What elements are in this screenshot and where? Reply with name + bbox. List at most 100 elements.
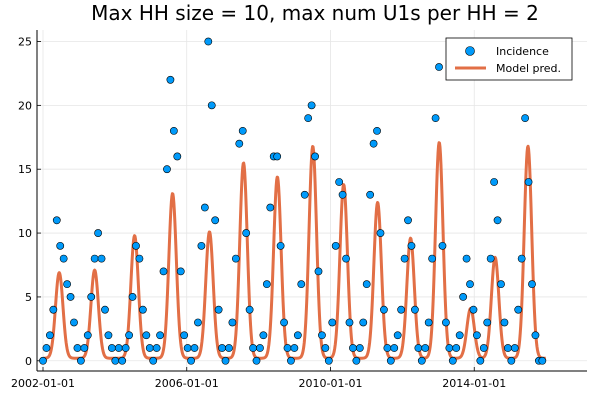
- incidence-point: [476, 356, 485, 365]
- incidence-point: [287, 356, 295, 365]
- incidence-point: [345, 318, 354, 327]
- incidence-point: [221, 356, 230, 365]
- incidence-point: [473, 331, 481, 340]
- incidence-point: [194, 318, 202, 327]
- incidence-point: [369, 139, 378, 148]
- incidence-point: [197, 241, 206, 250]
- incidence-point: [235, 139, 244, 148]
- incidence-point: [362, 280, 371, 289]
- incidence-point: [424, 318, 433, 327]
- legend-incidence-label: Incidence: [496, 45, 549, 58]
- incidence-point: [76, 356, 85, 365]
- incidence-point: [118, 356, 127, 365]
- incidence-point: [442, 318, 450, 327]
- x-tick-label: 2002-01-01: [11, 377, 75, 390]
- incidence-point: [256, 344, 264, 352]
- incidence-point: [138, 305, 147, 314]
- incidence-point: [524, 178, 533, 186]
- incidence-point: [469, 305, 478, 314]
- incidence-point: [414, 344, 423, 352]
- incidence-point: [390, 344, 399, 352]
- incidence-point: [97, 254, 106, 263]
- incidence-point: [262, 280, 271, 289]
- incidence-point: [211, 216, 220, 225]
- tick-labels: 0 5 10 15 20 25 2002-01-01 2006-01-01 2010-01-01…: [11, 35, 506, 390]
- incidence-point: [128, 293, 137, 301]
- incidence-point: [293, 331, 302, 340]
- incidence-point: [445, 344, 454, 352]
- incidence-point: [107, 344, 116, 352]
- incidence-point: [183, 344, 192, 352]
- incidence-series: [39, 37, 547, 365]
- incidence-point: [514, 305, 523, 314]
- incidence-point: [373, 126, 381, 135]
- incidence-point: [517, 254, 526, 263]
- incidence-point: [283, 344, 292, 352]
- x-tick-label: 2014-01-01: [442, 377, 506, 390]
- incidence-point: [245, 305, 254, 314]
- incidence-point: [214, 305, 223, 314]
- incidence-point: [352, 356, 361, 365]
- incidence-point: [259, 331, 268, 340]
- incidence-point: [411, 305, 419, 314]
- incidence-point: [52, 216, 61, 225]
- incidence-point: [349, 344, 357, 352]
- incidence-point: [521, 114, 530, 123]
- incidence-point: [366, 190, 375, 199]
- incidence-point: [383, 344, 392, 352]
- incidence-point: [190, 344, 199, 352]
- incidence-point: [266, 203, 275, 212]
- incidence-point: [200, 203, 209, 212]
- incidence-point: [528, 280, 536, 289]
- legend: Incidence Model pred.: [445, 37, 573, 81]
- incidence-point: [225, 344, 233, 352]
- incidence-point: [486, 254, 495, 263]
- incidence-point: [407, 241, 416, 250]
- incidence-point: [331, 241, 340, 250]
- incidence-point: [42, 344, 51, 352]
- incidence-point: [142, 331, 151, 340]
- y-tick-label: 15: [18, 163, 32, 176]
- incidence-point: [218, 344, 226, 352]
- incidence-point: [376, 229, 385, 237]
- incidence-point: [335, 178, 344, 186]
- incidence-point: [56, 241, 65, 250]
- incidence-point: [417, 356, 426, 365]
- incidence-point: [503, 344, 512, 352]
- incidence-point: [318, 331, 326, 340]
- incidence-point: [156, 331, 164, 340]
- incidence-point: [273, 152, 282, 161]
- incidence-point: [249, 344, 257, 352]
- incidence-point: [497, 280, 505, 289]
- incidence-point: [104, 331, 113, 340]
- incidence-point: [39, 356, 47, 365]
- incidence-point: [431, 114, 440, 123]
- incidence-point: [163, 165, 171, 174]
- x-tick-label: 2010-01-01: [299, 377, 363, 390]
- incidence-point: [145, 344, 154, 352]
- incidence-point: [359, 318, 368, 327]
- incidence-point: [538, 356, 547, 365]
- incidence-point: [204, 37, 213, 46]
- incidence-point: [242, 229, 251, 237]
- incidence-point: [393, 331, 402, 340]
- incidence-point: [45, 331, 54, 340]
- incidence-point: [173, 152, 182, 161]
- incidence-point: [342, 254, 350, 263]
- incidence-point: [125, 331, 133, 340]
- incidence-point: [324, 356, 333, 365]
- incidence-point: [169, 126, 178, 135]
- incidence-point: [462, 254, 471, 263]
- incidence-point: [80, 344, 89, 352]
- incidence-point: [252, 356, 261, 365]
- incidence-point: [338, 190, 347, 199]
- incidence-point: [510, 344, 519, 352]
- incidence-point: [152, 344, 161, 352]
- incidence-point: [149, 356, 158, 365]
- incidence-point: [132, 241, 140, 250]
- incidence-point: [493, 216, 502, 225]
- incidence-point: [290, 344, 299, 352]
- incidence-point: [466, 280, 474, 289]
- legend-model-label: Model pred.: [496, 62, 561, 75]
- incidence-point: [114, 344, 123, 352]
